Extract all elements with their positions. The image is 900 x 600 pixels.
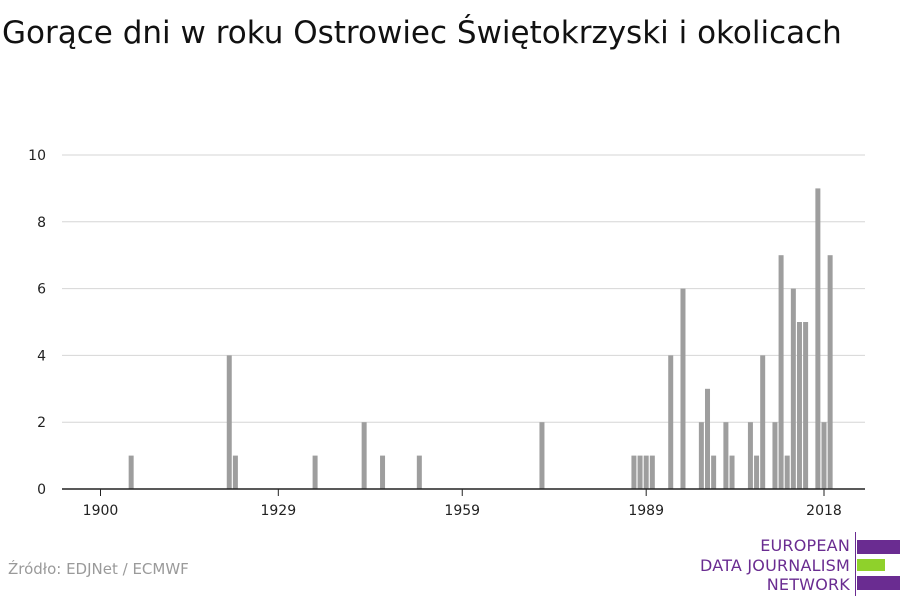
logo-line-european: EUROPEAN xyxy=(760,536,850,555)
logo-divider xyxy=(855,532,856,596)
gridlines xyxy=(62,154,865,423)
bar xyxy=(796,322,802,489)
bar xyxy=(723,422,729,489)
bar xyxy=(649,455,655,489)
bar xyxy=(539,422,545,489)
bar xyxy=(226,355,232,489)
bar xyxy=(790,288,796,489)
bar xyxy=(803,322,809,489)
bar xyxy=(760,355,766,489)
source-note: Źródło: EDJNet / ECMWF xyxy=(8,560,189,578)
bar xyxy=(680,288,686,489)
logo-line-network: NETWORK xyxy=(766,575,850,594)
bar xyxy=(747,422,753,489)
logo-line-data-journalism: DATA JOURNALISM xyxy=(700,556,850,575)
y-tick-label: 6 xyxy=(37,282,46,298)
logo-bar-middle xyxy=(857,559,885,571)
bar xyxy=(698,422,704,489)
bar xyxy=(821,422,827,489)
bar xyxy=(631,455,637,489)
bar xyxy=(784,455,790,489)
bar xyxy=(778,255,784,489)
x-tick-labels: 1900 1929 1959 1989 2018 xyxy=(83,503,842,519)
bar xyxy=(729,455,735,489)
x-tick-label: 1929 xyxy=(260,503,296,519)
x-tick-label: 1989 xyxy=(628,503,664,519)
bar xyxy=(361,422,367,489)
x-tick-label: 1900 xyxy=(83,503,119,519)
edjnet-logo: EUROPEAN DATA JOURNALISM NETWORK xyxy=(700,528,900,596)
bar xyxy=(416,455,422,489)
y-tick-label: 10 xyxy=(28,148,46,164)
logo-bar-bottom xyxy=(857,576,900,590)
y-tick-label: 8 xyxy=(37,215,46,231)
bar xyxy=(711,455,717,489)
y-tick-label: 2 xyxy=(37,415,46,431)
bar xyxy=(815,188,821,489)
bar xyxy=(827,255,833,489)
logo-bar-top xyxy=(857,540,900,554)
bar xyxy=(705,388,711,489)
y-tick-label: 0 xyxy=(37,482,46,498)
bar xyxy=(754,455,760,489)
bar xyxy=(772,422,778,489)
bar xyxy=(312,455,318,489)
bar xyxy=(643,455,649,489)
bar xyxy=(128,455,134,489)
bars xyxy=(128,188,833,489)
bar xyxy=(232,455,238,489)
y-tick-labels: 0 2 4 6 8 10 xyxy=(28,148,46,498)
bar xyxy=(668,355,674,489)
x-tick-label: 1959 xyxy=(444,503,480,519)
axes xyxy=(62,488,865,496)
x-tick-label: 2018 xyxy=(806,503,842,519)
chart-title: Gorące dni w roku Ostrowiec Świętokrzysk… xyxy=(2,15,842,51)
bar xyxy=(380,455,386,489)
y-tick-label: 4 xyxy=(37,348,46,364)
bar xyxy=(637,455,643,489)
